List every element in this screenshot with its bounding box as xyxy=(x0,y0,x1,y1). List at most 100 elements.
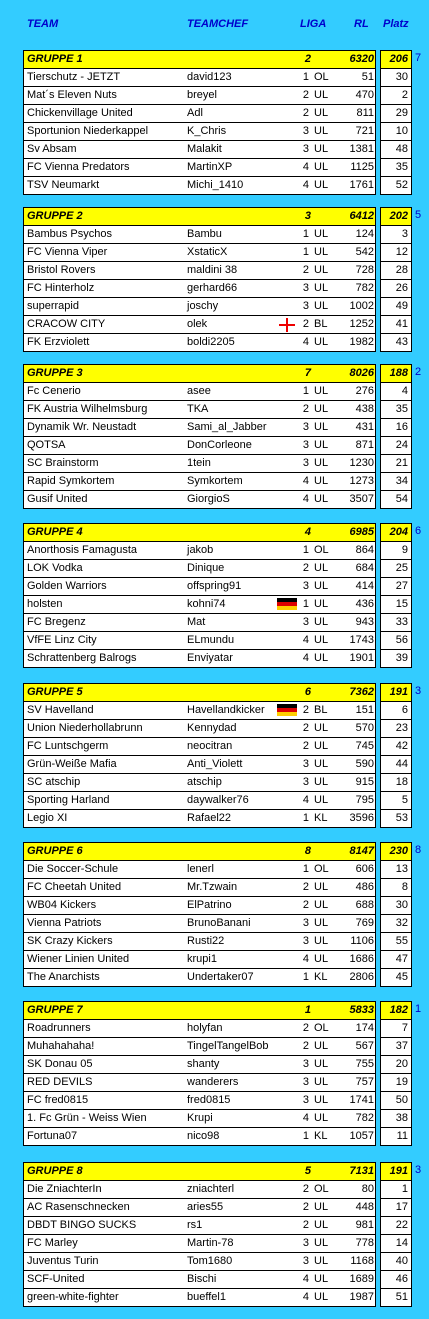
liga-type: UL xyxy=(314,1291,329,1303)
platz-column: 182 7 37 20 19 50 38 11 xyxy=(380,1001,412,1146)
group-points: 6985 xyxy=(349,526,374,538)
liga-type: UL xyxy=(314,580,329,592)
group-table: GRUPPE 8 5 7131 Die ZniachterIn zniachterl 2 O… xyxy=(23,1162,376,1307)
table-row: QOTSA DonCorleone 3 UL 871 xyxy=(24,437,375,455)
group-header-row: GRUPPE 4 4 6985 xyxy=(24,524,375,542)
team-chef: Undertaker07 xyxy=(187,971,254,983)
platz-cell: 19 xyxy=(381,1074,411,1092)
liga-type: UL xyxy=(314,89,329,101)
rl-value: 276 xyxy=(355,385,374,397)
group-number: 2 xyxy=(304,53,311,65)
platz-value: 4 xyxy=(401,385,408,397)
platz-cell: 9 xyxy=(381,542,411,560)
group-name: GRUPPE 7 xyxy=(27,1004,83,1016)
table-row: Fortuna07 nico98 1 KL 1057 xyxy=(24,1128,375,1145)
liga-type: UL xyxy=(314,264,329,276)
liga-number: 4 xyxy=(302,794,309,806)
rl-value: 1901 xyxy=(349,652,374,664)
rl-value: 124 xyxy=(355,228,374,240)
team-chef: TKA xyxy=(187,403,209,415)
platz-value: 17 xyxy=(395,1201,408,1213)
table-row: Sporting Harland daywalker76 4 UL 795 xyxy=(24,792,375,810)
liga-type: UL xyxy=(314,1040,329,1052)
liga-type: UL xyxy=(314,1094,329,1106)
group-rank: 8 xyxy=(415,844,422,856)
team-chef: XstaticX xyxy=(187,246,228,258)
team-name: Die ZniachterIn xyxy=(27,1183,102,1195)
team-chef: Malakit xyxy=(187,143,222,155)
platz-value: 53 xyxy=(395,812,408,824)
platz-cell: 46 xyxy=(381,1271,411,1289)
table-row: green-white-fighter bueffel1 4 UL 1987 xyxy=(24,1289,375,1306)
team-chef: fred0815 xyxy=(187,1094,231,1106)
team-chef: lenerl xyxy=(187,863,214,875)
liga-type: UL xyxy=(314,246,329,258)
table-row: FC Bregenz Mat 3 UL 943 xyxy=(24,614,375,632)
platz-value: 26 xyxy=(395,282,408,294)
team-name: Rapid Symkortem xyxy=(27,475,115,487)
rl-value: 778 xyxy=(355,1237,374,1249)
platz-value: 35 xyxy=(395,161,408,173)
table-row: Bristol Rovers maldini 38 2 UL 728 xyxy=(24,262,375,280)
platz-value: 35 xyxy=(395,403,408,415)
liga-number: 2 xyxy=(302,704,309,716)
liga-type: UL xyxy=(314,562,329,574)
liga-number: 1 xyxy=(302,228,309,240)
group-points: 7131 xyxy=(349,1165,374,1177)
group-header-row: GRUPPE 7 1 5833 xyxy=(24,1002,375,1020)
rl-value: 590 xyxy=(355,758,374,770)
team-chef: Dinique xyxy=(187,562,225,574)
rl-value: 1741 xyxy=(349,1094,374,1106)
liga-number: 3 xyxy=(302,125,309,137)
liga-number: 4 xyxy=(302,1291,309,1303)
rl-value: 684 xyxy=(355,562,374,574)
rl-value: 1761 xyxy=(349,179,374,191)
platz-cell: 52 xyxy=(381,177,411,194)
table-row: Mat´s Eleven Nuts breyel 2 UL 470 xyxy=(24,87,375,105)
team-name: FK Erzviolett xyxy=(27,336,90,348)
rl-value: 438 xyxy=(355,403,374,415)
team-name: Bristol Rovers xyxy=(27,264,96,276)
liga-number: 1 xyxy=(302,385,309,397)
team-name: LOK Vodka xyxy=(27,562,83,574)
table-row: SC Brainstorm 1tein 3 UL 1230 xyxy=(24,455,375,473)
platz-value: 30 xyxy=(395,71,408,83)
platz-value: 44 xyxy=(395,758,408,770)
platz-cell: 50 xyxy=(381,1092,411,1110)
liga-type: OL xyxy=(314,863,329,875)
group-rank: 5 xyxy=(415,209,422,221)
team-name: QOTSA xyxy=(27,439,66,451)
group-table: GRUPPE 6 8 8147 Die Soccer-Schule lenerl 1 OL 6… xyxy=(23,842,376,987)
team-name: RED DEVILS xyxy=(27,1076,93,1088)
platz-cell: 37 xyxy=(381,1038,411,1056)
group-rank: 2 xyxy=(415,366,422,378)
liga-number: 3 xyxy=(302,439,309,451)
platz-cell: 55 xyxy=(381,933,411,951)
platz-value: 23 xyxy=(395,722,408,734)
liga-type: KL xyxy=(314,812,328,824)
platz-cell: 18 xyxy=(381,774,411,792)
group-number: 1 xyxy=(304,1004,311,1016)
team-chef: GiorgioS xyxy=(187,493,230,505)
liga-number: 4 xyxy=(302,634,309,646)
team-chef: joschy xyxy=(187,300,219,312)
platz-cell: 6 xyxy=(381,702,411,720)
table-row: SCF-United Bischi 4 UL 1689 xyxy=(24,1271,375,1289)
table-row: Dynamik Wr. Neustadt Sami_al_Jabber 3 UL 431 xyxy=(24,419,375,437)
team-name: Muhahahaha! xyxy=(27,1040,95,1052)
liga-number: 3 xyxy=(302,580,309,592)
liga-type: UL xyxy=(314,1273,329,1285)
team-name: CRACOW CITY xyxy=(27,318,106,330)
team-chef: olek xyxy=(187,318,208,330)
liga-type: UL xyxy=(314,1255,329,1267)
liga-number: 3 xyxy=(302,1094,309,1106)
liga-number: 4 xyxy=(302,179,309,191)
platz-value: 30 xyxy=(395,899,408,911)
platz-cell: 30 xyxy=(381,897,411,915)
header-rl: RL xyxy=(354,18,369,30)
rl-value: 1273 xyxy=(349,475,374,487)
liga-type: UL xyxy=(314,917,329,929)
table-row: FC Luntschgerm neocitran 2 UL 745 xyxy=(24,738,375,756)
platz-column: 204 9 25 27 15 33 56 39 xyxy=(380,523,412,668)
team-name: FC Marley xyxy=(27,1237,78,1249)
